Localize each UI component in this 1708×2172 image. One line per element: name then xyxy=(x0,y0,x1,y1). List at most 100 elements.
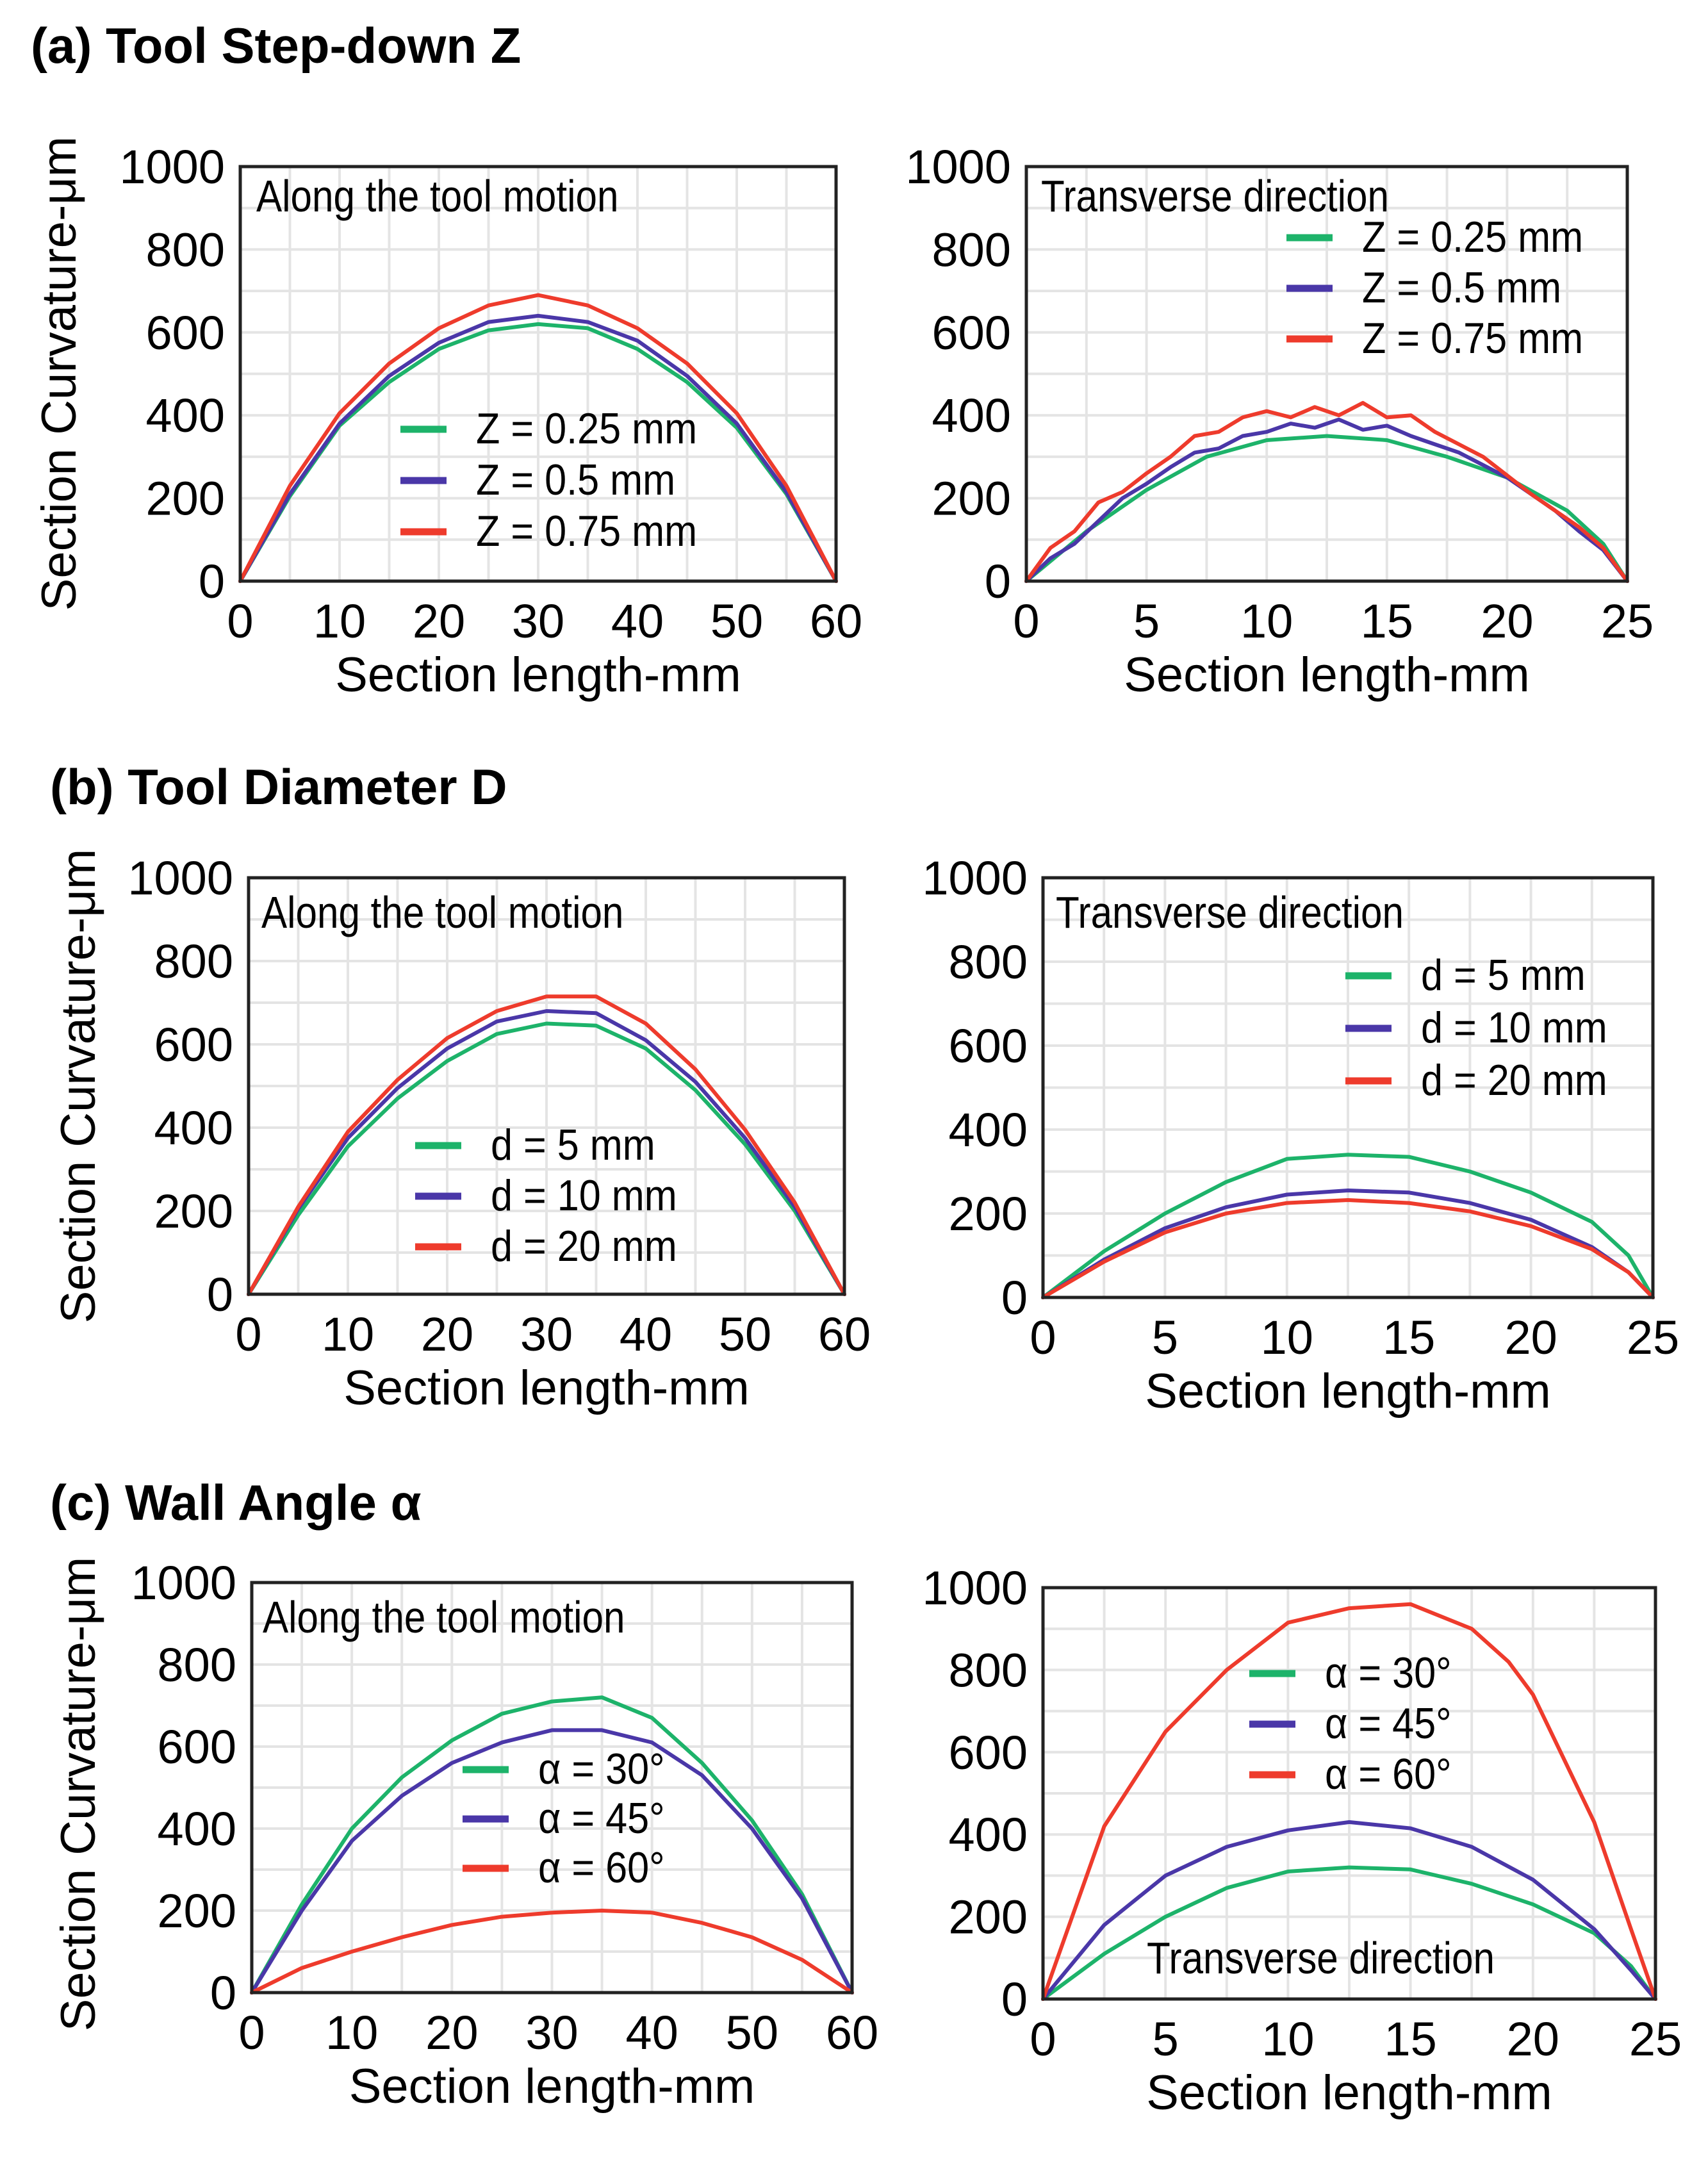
series-line-1 xyxy=(247,1009,846,1296)
y-tick-label: 800 xyxy=(932,223,1011,276)
y-tick-label: 600 xyxy=(949,1726,1028,1779)
panel-label: Transverse direction xyxy=(1147,1933,1495,1983)
x-tick-label: 5 xyxy=(1152,1311,1178,1364)
y-tick-label: 400 xyxy=(158,1802,236,1855)
panel-label: Transverse direction xyxy=(1041,171,1389,221)
x-tick-label: 20 xyxy=(1481,595,1533,648)
x-tick-label: 40 xyxy=(611,595,664,648)
chart-panel-3: 0 5 10 15 20 25 0 200 400 600 800 1000 Section lengt… xyxy=(922,852,1679,1419)
y-tick-label: 1000 xyxy=(922,852,1028,905)
panel-label: Along the tool motion xyxy=(263,1592,625,1642)
series-line-0 xyxy=(250,1695,854,1995)
x-tick-label: 50 xyxy=(726,2006,778,2059)
legend-entry-label: d = 5 mm xyxy=(491,1120,655,1169)
legend-entry-label: Z = 0.5 mm xyxy=(476,455,675,504)
y-tick-label: 600 xyxy=(932,306,1011,359)
x-tick-label: 15 xyxy=(1361,595,1413,648)
series-line-1 xyxy=(1041,1820,1657,2001)
chart-panel-1: 0 5 10 15 20 25 0 200 400 600 800 1000 Section lengt… xyxy=(905,140,1654,702)
x-tick-label: 20 xyxy=(421,1308,473,1361)
x-tick-label: 20 xyxy=(425,2006,478,2059)
y-tick-label: 200 xyxy=(154,1185,233,1238)
x-tick-label: 0 xyxy=(1013,595,1039,648)
x-axis-label: Section length-mm xyxy=(343,1361,750,1415)
legend-entry-label: d = 20 mm xyxy=(1421,1055,1607,1105)
y-tick-label: 1000 xyxy=(131,1556,236,1609)
x-tick-label: 0 xyxy=(238,2006,265,2059)
legend-entry-label: α = 30° xyxy=(538,1744,665,1793)
legend: d = 5 mmd = 10 mmd = 20 mm xyxy=(1345,950,1607,1105)
series-line-2 xyxy=(1041,1198,1655,1299)
x-tick-label: 0 xyxy=(227,595,253,648)
series-line-2 xyxy=(1041,1602,1657,2001)
series-line-0 xyxy=(1041,1153,1655,1299)
section-title-2: (c) Wall Angle α xyxy=(50,1474,422,1531)
y-tick-label: 200 xyxy=(158,1884,236,1938)
x-axis-label: Section length-mm xyxy=(349,2059,755,2114)
x-tick-label: 20 xyxy=(413,595,465,648)
y-tick-label: 400 xyxy=(146,389,225,442)
y-tick-label: 600 xyxy=(154,1018,233,1071)
x-tick-label: 10 xyxy=(1261,1311,1313,1364)
y-tick-label: 800 xyxy=(949,935,1028,989)
series-line-2 xyxy=(247,994,846,1296)
x-tick-label: 0 xyxy=(1030,2012,1056,2066)
x-tick-label: 50 xyxy=(710,595,763,648)
x-tick-label: 40 xyxy=(626,2006,678,2059)
series-line-1 xyxy=(238,313,838,583)
legend: α = 30°α = 45°α = 60° xyxy=(463,1744,665,1892)
x-tick-label: 15 xyxy=(1384,2012,1436,2066)
y-tick-label: 200 xyxy=(932,472,1011,525)
y-tick-label: 200 xyxy=(146,472,225,525)
x-tick-label: 10 xyxy=(1261,2012,1314,2066)
x-axis-label: Section length-mm xyxy=(335,648,741,702)
legend-entry-label: α = 45° xyxy=(538,1793,665,1843)
plot-frame xyxy=(1041,876,1655,1299)
x-tick-label: 50 xyxy=(719,1308,771,1361)
y-tick-label: 600 xyxy=(158,1720,236,1773)
series-line-0 xyxy=(247,1021,846,1296)
y-tick-label: 0 xyxy=(210,1966,236,2020)
y-tick-label: 200 xyxy=(949,1187,1028,1240)
plot-frame xyxy=(250,1581,854,1995)
legend-entry-label: α = 30° xyxy=(1325,1648,1452,1697)
legend-entry-label: Z = 0.75 mm xyxy=(476,506,697,555)
legend-entry-label: Z = 0.25 mm xyxy=(1362,212,1583,261)
y-tick-label: 0 xyxy=(985,555,1011,608)
y-tick-label: 1000 xyxy=(905,140,1011,193)
legend-entry-label: d = 10 mm xyxy=(1421,1003,1607,1052)
x-tick-label: 5 xyxy=(1153,2012,1179,2066)
x-tick-label: 20 xyxy=(1507,2012,1559,2066)
y-tick-label: 200 xyxy=(949,1891,1028,1944)
y-tick-label: 600 xyxy=(146,306,225,359)
series-line-0 xyxy=(1024,434,1629,583)
legend-entry-label: Z = 0.5 mm xyxy=(1362,263,1561,312)
y-tick-label: 400 xyxy=(949,1103,1028,1156)
series-line-2 xyxy=(238,293,838,583)
x-tick-label: 25 xyxy=(1629,2012,1682,2066)
legend: Z = 0.25 mmZ = 0.5 mmZ = 0.75 mm xyxy=(1286,212,1583,363)
panel-label: Transverse direction xyxy=(1056,887,1404,937)
plot-frame xyxy=(1041,1586,1657,2001)
x-tick-label: 0 xyxy=(1030,1311,1056,1364)
series-line-2 xyxy=(1024,400,1629,583)
x-tick-label: 0 xyxy=(235,1308,261,1361)
x-tick-label: 25 xyxy=(1601,595,1654,648)
y-tick-label: 1000 xyxy=(127,852,233,905)
panel-label: Along the tool motion xyxy=(261,887,623,937)
series-line-2 xyxy=(250,1909,854,1995)
y-axis-label: Section Curvature-μm xyxy=(51,1557,106,2032)
y-tick-label: 0 xyxy=(1001,1973,1028,2026)
x-tick-label: 5 xyxy=(1133,595,1160,648)
y-tick-label: 400 xyxy=(932,389,1011,442)
legend: Z = 0.25 mmZ = 0.5 mmZ = 0.75 mm xyxy=(400,404,697,555)
y-tick-label: 600 xyxy=(949,1019,1028,1073)
y-tick-label: 0 xyxy=(207,1268,233,1321)
x-tick-label: 60 xyxy=(810,595,862,648)
x-tick-label: 10 xyxy=(322,1308,374,1361)
plot-frame xyxy=(1024,165,1629,583)
section-title-1: (b) Tool Diameter D xyxy=(50,759,507,815)
